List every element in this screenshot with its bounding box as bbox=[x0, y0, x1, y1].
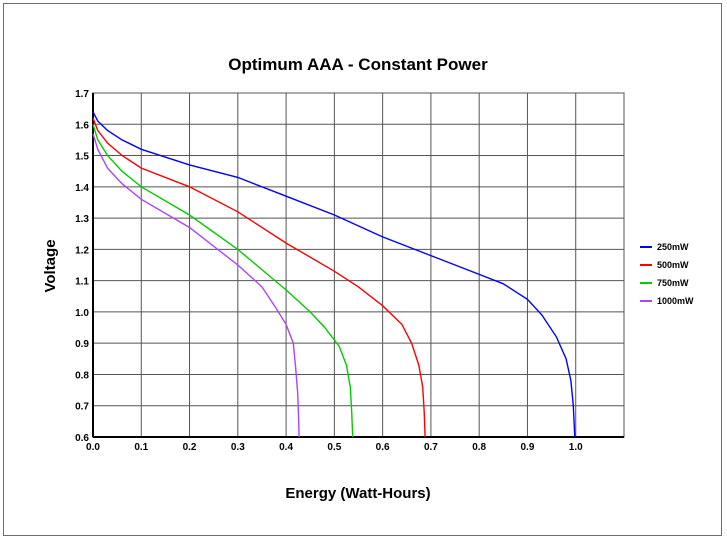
series-line-250mW bbox=[92, 111, 576, 438]
y-tick-label: 1.7 bbox=[75, 89, 89, 100]
series-line-500mW bbox=[92, 117, 426, 438]
y-tick-label: 1.0 bbox=[75, 308, 89, 319]
x-tick-label: 0.5 bbox=[327, 442, 341, 453]
x-tick-label: 0.3 bbox=[231, 442, 245, 453]
legend-label-1000mW: 1000mW bbox=[657, 296, 694, 306]
x-tick-label: 0.8 bbox=[472, 442, 486, 453]
chart-title: Optimum AAA - Constant Power bbox=[228, 55, 488, 74]
x-tick-label: 0.2 bbox=[183, 442, 197, 453]
y-tick-label: 0.7 bbox=[75, 402, 89, 413]
y-tick-label: 0.8 bbox=[75, 370, 89, 381]
x-tick-label: 1.0 bbox=[569, 442, 583, 453]
legend: 250mW 500mW 750mW 1000mW bbox=[640, 242, 694, 306]
y-tick-label: 1.3 bbox=[75, 214, 89, 225]
x-tick-label: 0.1 bbox=[134, 442, 148, 453]
grid bbox=[92, 92, 625, 438]
x-tick-label: 0.7 bbox=[424, 442, 438, 453]
series-line-1000mW bbox=[92, 133, 300, 438]
x-tick-label: 0.0 bbox=[86, 442, 100, 453]
ticks: 0.0 0.1 0.2 0.3 0.4 0.5 0.6 0.7 0.8 0.9 1.0 0.6 0.7 0… bbox=[75, 89, 583, 453]
x-tick-label: 0.4 bbox=[279, 442, 293, 453]
y-tick-label: 0.9 bbox=[75, 339, 89, 350]
x-tick-label: 0.6 bbox=[376, 442, 390, 453]
plot-area bbox=[92, 92, 625, 438]
y-tick-label: 1.5 bbox=[75, 152, 89, 163]
y-tick-label: 1.2 bbox=[75, 245, 89, 256]
y-tick-label: 1.4 bbox=[75, 183, 89, 194]
y-tick-label: 0.6 bbox=[75, 433, 89, 444]
x-axis-label: Energy (Watt-Hours) bbox=[285, 485, 430, 502]
legend-label-750mW: 750mW bbox=[657, 278, 689, 288]
y-tick-label: 1.6 bbox=[75, 120, 89, 131]
legend-label-250mW: 250mW bbox=[657, 242, 689, 252]
y-axis-label: Voltage bbox=[42, 239, 59, 292]
series-layer bbox=[92, 111, 576, 438]
legend-label-500mW: 500mW bbox=[657, 260, 689, 270]
x-tick-label: 0.9 bbox=[521, 442, 535, 453]
series-line-750mW bbox=[92, 124, 354, 438]
y-tick-label: 1.1 bbox=[75, 277, 89, 288]
